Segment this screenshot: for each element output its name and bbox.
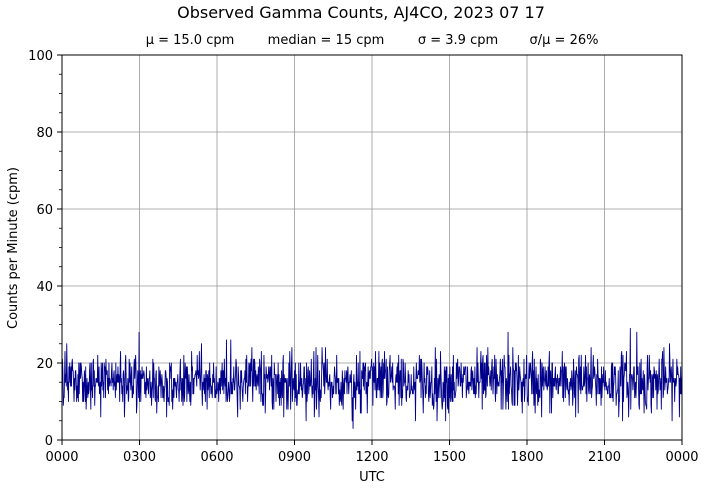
stat-median: median = 15 cpm	[268, 33, 385, 48]
x-tick-label: 1200	[355, 450, 388, 465]
stat-mean: μ = 15.0 cpm	[146, 33, 235, 48]
stat-cv: σ/μ = 26%	[530, 33, 599, 48]
x-axis-label: UTC	[359, 470, 385, 485]
y-tick-label: 100	[28, 49, 53, 64]
x-tick-label: 1500	[433, 450, 466, 465]
stats-line: μ = 15.0 cpm median = 15 cpm σ = 3.9 cpm…	[146, 33, 599, 48]
x-axis: 0000 0300 0600 0900 1200 1500 1800 2100 0000	[45, 440, 699, 465]
x-tick-label: 1800	[510, 450, 543, 465]
x-tick-label: 0600	[200, 450, 233, 465]
x-tick-label: 0900	[278, 450, 311, 465]
x-tick-label: 0000	[665, 450, 698, 465]
x-tick-label: 0300	[123, 450, 156, 465]
y-tick-label: 60	[36, 203, 53, 218]
y-tick-label: 0	[45, 434, 53, 449]
x-tick-label: 2100	[588, 450, 621, 465]
y-tick-label: 80	[36, 126, 53, 141]
stat-sigma: σ = 3.9 cpm	[418, 33, 498, 48]
chart-title: Observed Gamma Counts, AJ4CO, 2023 07 17	[177, 3, 545, 22]
series-layer	[61, 327, 683, 429]
y-axis: 0 20 40 60 80 100	[28, 49, 62, 449]
x-tick-label: 0000	[45, 450, 78, 465]
y-tick-label: 40	[36, 280, 53, 295]
series-line	[61, 327, 683, 429]
y-axis-label: Counts per Minute (cpm)	[6, 167, 21, 329]
y-tick-label: 20	[36, 357, 53, 372]
grid	[62, 55, 682, 440]
